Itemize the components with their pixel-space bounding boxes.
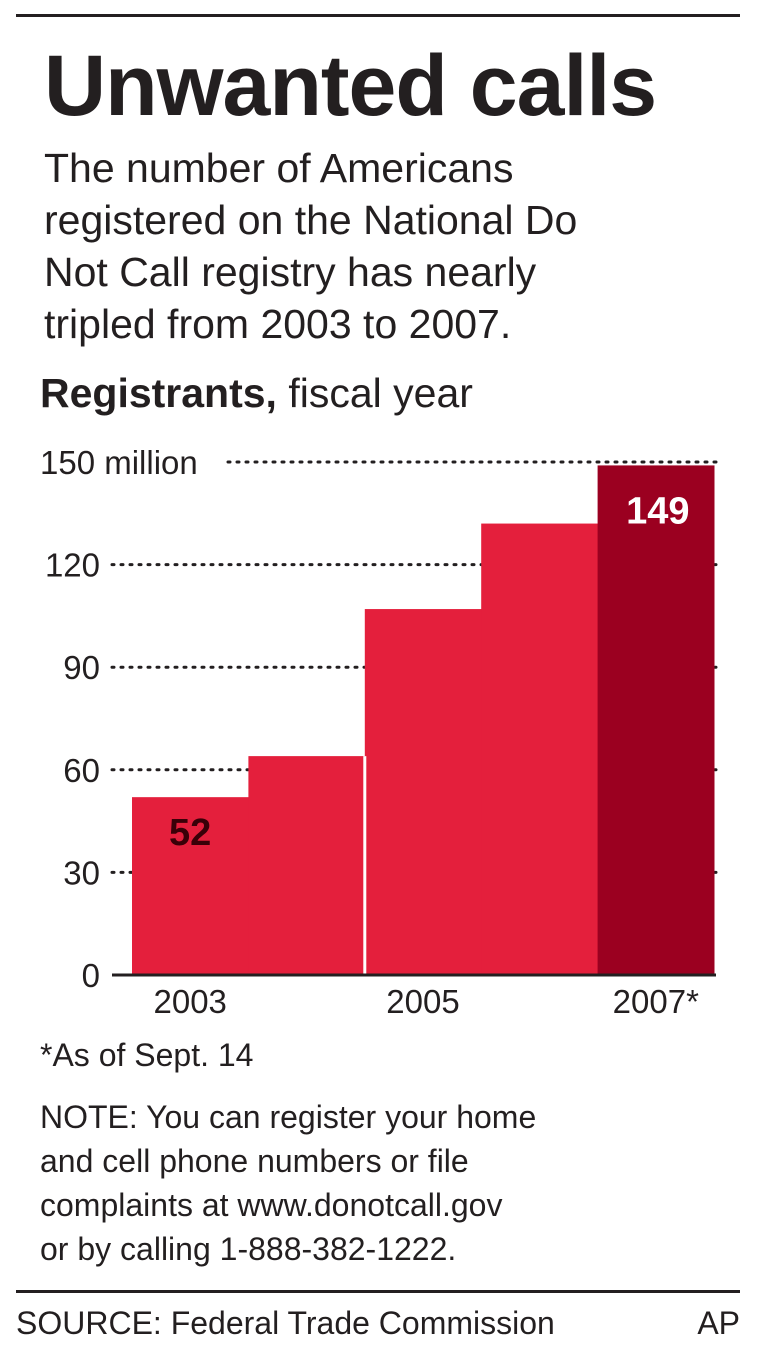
y-tick-label: 60 [63, 752, 100, 789]
source-line: SOURCE: Federal Trade Commission [16, 1305, 555, 1341]
subtitle-line: registered on the National Do [44, 197, 578, 243]
y-tick-label: 0 [82, 957, 100, 994]
bar [597, 465, 715, 975]
data-label: 149 [626, 490, 689, 532]
chart-subtitle: The number of Americans registered on th… [44, 142, 724, 350]
bar-chart: 0 30 60 90 120 150 million 52 149 2003 2005 2007* [40, 444, 718, 1020]
bar [481, 523, 599, 975]
bar [248, 756, 366, 975]
bottom-rule [16, 1290, 740, 1293]
top-rule [16, 14, 740, 17]
note-line: NOTE: You can register your home [40, 1099, 537, 1135]
note-line: complaints at www.donotcall.gov [40, 1187, 503, 1223]
subtitle-line: The number of Americans [44, 145, 514, 191]
data-label: 52 [169, 812, 211, 854]
bar [132, 797, 249, 975]
chart-title: Unwanted calls [44, 38, 657, 134]
unit-label: Registrants, fiscal year [40, 370, 473, 417]
y-tick-label: 120 [45, 547, 100, 584]
x-tick-label: 2007* [613, 983, 699, 1020]
note: NOTE: You can register your home and cel… [40, 1095, 720, 1271]
y-tick-label: 30 [63, 854, 100, 891]
x-tick-label: 2005 [386, 983, 459, 1020]
note-line: or by calling 1-888-382-1222. [40, 1231, 457, 1267]
x-tick-label: 2003 [153, 983, 226, 1020]
unit-label-bold: Registrants, [40, 370, 277, 416]
bar [364, 609, 482, 975]
unit-label-rest: fiscal year [276, 370, 473, 416]
credit: AP [697, 1305, 740, 1341]
y-tick-label: 150 million [40, 444, 198, 481]
subtitle-line: Not Call registry has nearly [44, 249, 537, 295]
y-tick-label: 90 [63, 649, 100, 686]
subtitle-line: tripled from 2003 to 2007. [44, 301, 512, 347]
note-line: and cell phone numbers or file [40, 1143, 469, 1179]
footnote: *As of Sept. 14 [40, 1037, 254, 1073]
